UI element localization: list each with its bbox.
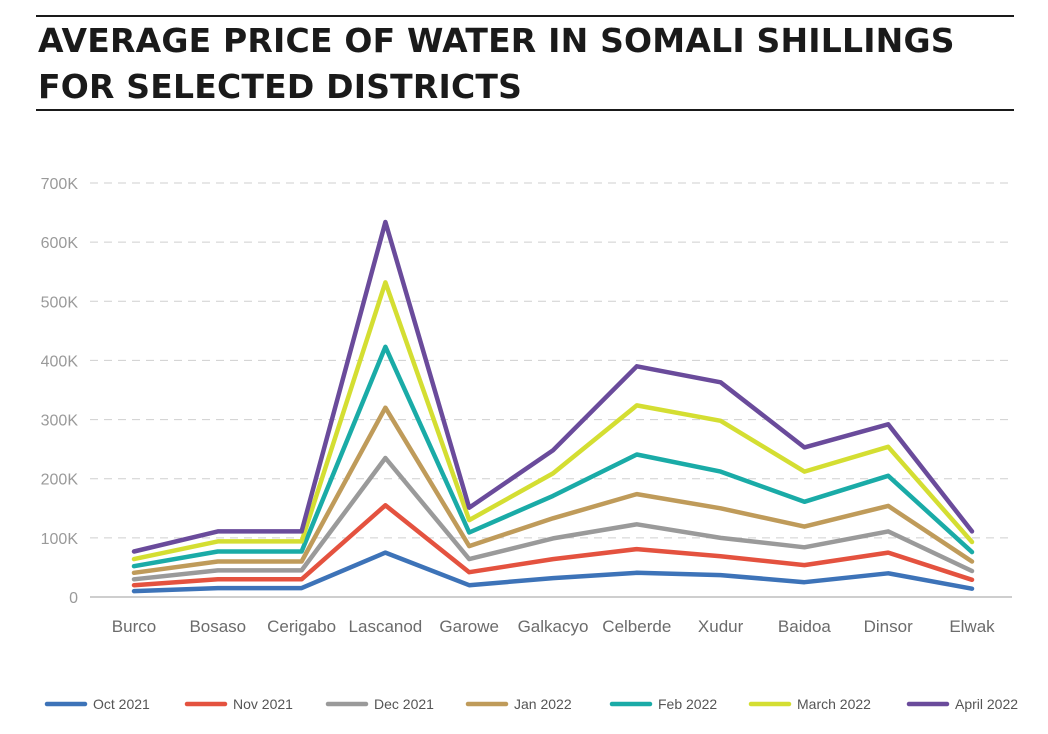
x-tick-label-dinsor: Dinsor (864, 617, 913, 636)
y-tick-label: 0 (69, 590, 78, 607)
x-tick-label-cerigabo: Cerigabo (267, 617, 336, 636)
legend-label-oct-2021: Oct 2021 (93, 696, 150, 712)
x-tick-label-xudur: Xudur (698, 617, 744, 636)
series-line-nov-2021 (131, 503, 975, 588)
legend-label-feb-2022: Feb 2022 (658, 696, 717, 712)
series-line-feb-2022 (131, 344, 975, 569)
x-tick-label-garowe: Garowe (439, 617, 499, 636)
x-tick-label-lascanod: Lascanod (349, 617, 423, 636)
series-line-oct-2021 (131, 550, 975, 594)
x-axis-category-labels: Burco Bosaso Cerigabo Lascanod Garowe Galkacy… (112, 617, 995, 636)
legend: Oct 2021 Nov 2021 Dec 2021 Jan 2022 Feb 2022… (44, 696, 1018, 712)
legend-label-nov-2021: Nov 2021 (233, 696, 293, 712)
x-tick-label-bosaso: Bosaso (189, 617, 246, 636)
legend-label-jan-2022: Jan 2022 (514, 696, 572, 712)
y-axis-tick-labels: 0 100K 200K 300K 400K 500K 600K 700K (41, 176, 79, 607)
series-line-jan-2022 (131, 405, 975, 576)
x-tick-label-baidoa: Baidoa (778, 617, 831, 636)
y-tick-label: 400K (41, 353, 79, 370)
legend-label-april-2022: April 2022 (955, 696, 1018, 712)
y-tick-label: 700K (41, 176, 79, 193)
y-tick-label: 600K (41, 235, 79, 252)
y-tick-label: 200K (41, 472, 79, 489)
y-tick-label: 300K (41, 413, 79, 430)
title-bottom-rule (36, 109, 1014, 111)
x-tick-label-burco: Burco (112, 617, 156, 636)
x-tick-label-celberde: Celberde (602, 617, 671, 636)
gridlines (90, 182, 1012, 539)
chart-title: AVERAGE PRICE OF WATER IN SOMALI SHILLIN… (38, 21, 955, 106)
series-line-dec-2021 (131, 455, 975, 582)
title-top-rule (36, 15, 1014, 17)
series-line-march-2022 (131, 280, 975, 562)
legend-label-march-2022: March 2022 (797, 696, 871, 712)
legend-label-dec-2021: Dec 2021 (374, 696, 434, 712)
series-lines (131, 219, 975, 594)
x-tick-label-elwak: Elwak (949, 617, 995, 636)
y-tick-label: 100K (41, 531, 79, 548)
y-tick-label: 500K (41, 294, 79, 311)
x-tick-label-galkacyo: Galkacyo (518, 617, 589, 636)
series-line-april-2022 (131, 219, 975, 554)
